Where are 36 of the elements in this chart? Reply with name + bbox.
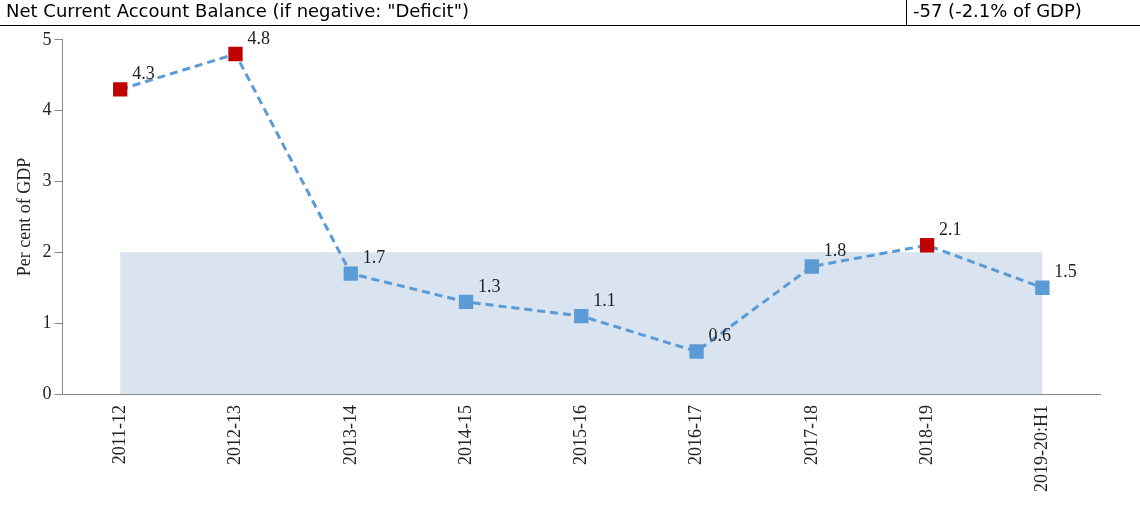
point (458, 294, 474, 310)
y-axis-title: Per cent of GDP (13, 157, 34, 277)
x-tick-label: 2018-19 (915, 405, 936, 466)
data-label: 4.3 (132, 63, 155, 84)
text: Net Current Account Balance (if negative: "Deficit") (0, 0, 907, 25)
point (689, 344, 704, 359)
data-label: 1.3 (478, 275, 501, 296)
point (804, 259, 819, 274)
y-tick-label: 3 (42, 170, 52, 191)
x-tick-label: 2015-16 (570, 405, 591, 466)
point (228, 46, 243, 62)
data-label: 1.5 (1054, 261, 1077, 282)
x-tick-label: 2012-13 (224, 405, 245, 466)
point (574, 308, 589, 324)
data-label: 1.1 (593, 289, 616, 310)
data-label: 2.1 (939, 218, 962, 239)
data-label: 0.6 (708, 325, 732, 346)
x-tick-label: 2013-14 (339, 405, 360, 466)
x-tick-label: 2017-18 (800, 405, 821, 466)
point (1035, 280, 1050, 295)
y-tick-label: 0 (42, 382, 52, 403)
x-tick-label: 2011-12 (108, 405, 129, 465)
x-tick-label: 2016-17 (685, 405, 706, 466)
x-tick-label: 2019-20:H1 (1031, 405, 1052, 493)
y-tick-label: 1 (42, 311, 52, 332)
x-tick-label: 2014-15 (454, 405, 475, 466)
point (113, 82, 128, 97)
y-tick-label: 2 (42, 241, 52, 262)
data-label: 1.7 (362, 247, 386, 268)
point (919, 238, 935, 253)
y-tick-label: 4 (42, 99, 52, 120)
data-label: 1.8 (823, 240, 847, 261)
data-label: 4.8 (247, 27, 270, 48)
text: -57 (-2.1% of GDP) (912, 0, 1083, 23)
point (343, 266, 358, 281)
y-tick-label: 5 (42, 28, 52, 49)
